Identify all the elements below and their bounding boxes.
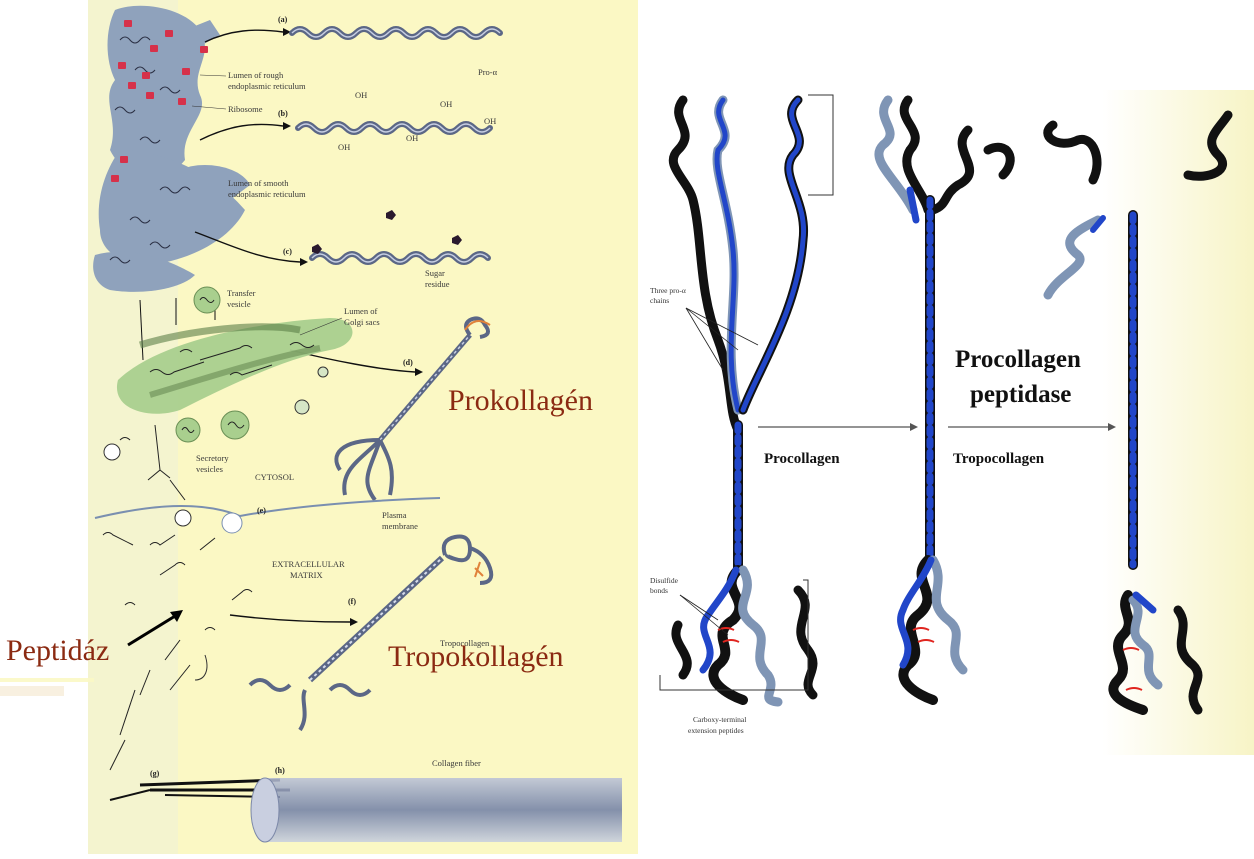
peptidaz-label: Peptidáz	[6, 634, 110, 667]
lumen-smooth-er-label: Lumen of smooth	[228, 178, 289, 188]
panel-letter-c: (c)	[283, 247, 292, 256]
procollagen-label: Procollagen	[764, 451, 840, 467]
extracellular-matrix-label-2: MATRIX	[290, 570, 323, 580]
panel-letter-f: (f)	[348, 597, 356, 606]
tropocollagen-molecule	[248, 534, 494, 732]
prokollagen-label: Prokollagén	[448, 384, 593, 417]
svg-text:OH: OH	[484, 116, 496, 126]
three-pro-alpha-label-2: chains	[650, 296, 669, 305]
extracellular-matrix-label: EXTRACELLULAR	[272, 559, 345, 569]
procollagen-peptidase-label: Procollagen	[955, 346, 1081, 373]
golgi-label: Lumen of	[344, 306, 377, 316]
procollagen-processing-illustration: Three pro-α chains Disulfide bonds Carbo…	[648, 90, 1254, 755]
collagen-synthesis-illustration: (a) Pro-α Lumen of rough endoplasmic ret…	[0, 0, 640, 854]
ribosome-label: Ribosome	[228, 104, 263, 114]
lumen-rough-er-label: Lumen of rough	[228, 70, 284, 80]
tropocollagen-label: Tropocollagen	[953, 451, 1045, 467]
sugar-residue-label: Sugar	[425, 268, 445, 278]
sugar-residues	[312, 210, 462, 254]
cytosol-label: CYTOSOL	[255, 472, 294, 482]
lumen-rough-er-label-2: endoplasmic reticulum	[228, 81, 306, 91]
plasma-membrane	[94, 497, 441, 519]
carboxy-terminal-label-2: extension peptides	[688, 726, 744, 735]
svg-text:OH: OH	[440, 99, 452, 109]
ribosome-dots	[111, 20, 208, 182]
collagen-fiber-label: Collagen fiber	[432, 758, 481, 768]
pro-alpha-label: Pro-α	[478, 67, 498, 77]
plasma-membrane-label: Plasma	[382, 510, 407, 520]
transfer-vesicle-label-2: vesicle	[227, 299, 251, 309]
tropocollagen-small-label: Tropocollagen	[440, 638, 490, 648]
procollagen-peptidase-label-2: peptidase	[970, 381, 1071, 408]
carboxy-terminal-label: Carboxy-terminal	[693, 715, 746, 724]
sugar-residue-label-2: residue	[425, 279, 450, 289]
golgi-label-2: Golgi sacs	[344, 317, 380, 327]
lumen-smooth-er-label-2: endoplasmic reticulum	[228, 189, 306, 199]
secretory-vesicles-label: Secretory	[196, 453, 229, 463]
disulfide-bonds-label-2: bonds	[650, 586, 668, 595]
secretory-vesicles-label-2: vesicles	[196, 464, 223, 474]
golgi-apparatus	[116, 318, 353, 414]
svg-text:OH: OH	[338, 142, 350, 152]
collagen-fiber	[262, 778, 622, 842]
panel-letter-a: (a)	[278, 15, 288, 24]
secretory-vesicle	[220, 410, 250, 440]
procollagen-molecule	[334, 316, 491, 502]
procollagen-molecule-2	[874, 95, 1015, 705]
peptidase-arrow	[127, 611, 181, 647]
panel-letter-d: (d)	[403, 358, 413, 367]
tropokollagen-label: Tropokollagén	[388, 640, 564, 673]
tropocollagen-molecule	[1043, 110, 1233, 715]
rough-er	[93, 5, 250, 292]
panel-letter-h: (h)	[275, 766, 285, 775]
svg-text:OH: OH	[355, 90, 367, 100]
panel-letter-g: (g)	[150, 769, 160, 778]
panel-letter-b: (b)	[278, 109, 288, 118]
three-pro-alpha-label: Three pro-α	[650, 286, 686, 295]
procollagen-molecule-1	[668, 95, 818, 707]
disulfide-bonds-label: Disulfide	[650, 576, 679, 585]
svg-text:OH: OH	[406, 133, 418, 143]
panel-letter-e: (e)	[257, 506, 266, 515]
procollagen-processing-svg: Three pro-α chains Disulfide bonds Carbo…	[648, 90, 1254, 755]
transfer-vesicle-label: Transfer	[227, 288, 256, 298]
collagen-synthesis-svg: (a) Pro-α Lumen of rough endoplasmic ret…	[0, 0, 640, 854]
plasma-membrane-label-2: membrane	[382, 521, 418, 531]
